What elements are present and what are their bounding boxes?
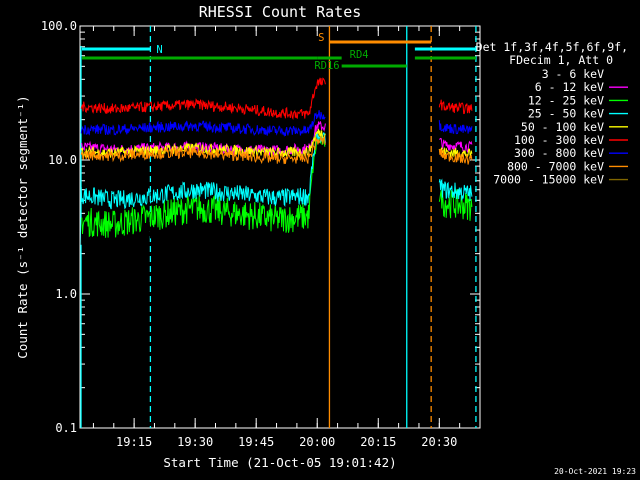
attenuator-annotations: N S RD4 RD16 xyxy=(82,32,476,72)
legend: Det 1f,3f,4f,5f,6f,9f, FDecim 1, Att 0 3… xyxy=(476,40,628,187)
series-lines xyxy=(80,76,473,249)
chart-title: RHESSI Count Rates xyxy=(199,3,362,21)
legend-entry-label: 800 - 7000 keV xyxy=(507,159,604,173)
legend-entry-label: 7000 - 15000 keV xyxy=(493,173,604,187)
series-line xyxy=(438,148,473,165)
x-tick-label: 20:30 xyxy=(421,435,457,449)
series-line xyxy=(80,130,326,210)
x-tick-label: 20:00 xyxy=(299,435,335,449)
x-tick-label: 19:45 xyxy=(238,435,274,449)
series-line xyxy=(438,188,473,221)
series-line xyxy=(80,135,326,238)
axis-ticks: 19:15 19:30 19:45 20:00 20:15 20:30 0.1 1.0 10.0… xyxy=(41,19,481,449)
legend-entry-label: 300 - 800 keV xyxy=(514,146,604,160)
annotation-label: N xyxy=(156,44,162,56)
series-line xyxy=(80,76,326,121)
legend-entry-label: 50 - 100 keV xyxy=(521,120,604,134)
plot-frame xyxy=(79,25,481,429)
footer-timestamp: 20-Oct-2021 19:23 xyxy=(554,467,636,476)
legend-header-line-2: FDecim 1, Att 0 xyxy=(509,53,613,67)
x-axis-label: Start Time (21-Oct-05 19:01:42) xyxy=(163,455,396,470)
legend-entry-label: 3 - 6 keV xyxy=(542,67,604,81)
x-tick-label: 19:15 xyxy=(116,435,152,449)
y-axis-label: Count Rate (s⁻¹ detector segment⁻¹) xyxy=(15,95,30,358)
series-line xyxy=(80,135,326,165)
series-line xyxy=(438,120,473,135)
y-tick-label: 10.0 xyxy=(48,153,77,167)
legend-entry-label: 12 - 25 keV xyxy=(528,93,604,107)
y-tick-label: 1.0 xyxy=(55,287,77,301)
annotation-label: S xyxy=(318,32,324,44)
series-line xyxy=(438,99,473,115)
legend-entry-label: 25 - 50 keV xyxy=(528,107,604,121)
y-tick-label: 0.1 xyxy=(55,421,77,435)
annotation-label: RD16 xyxy=(314,60,339,72)
annotation-label: RD4 xyxy=(350,49,369,61)
series-line xyxy=(80,128,326,159)
y-tick-label: 100.0 xyxy=(41,19,77,33)
x-tick-label: 20:15 xyxy=(360,435,396,449)
legend-entry-label: 100 - 300 keV xyxy=(514,133,604,147)
legend-header-line-1: Det 1f,3f,4f,5f,6f,9f, xyxy=(476,40,628,54)
legend-entry-label: 6 - 12 keV xyxy=(535,80,604,94)
series-line xyxy=(438,178,473,202)
x-tick-label: 19:30 xyxy=(177,435,213,449)
series-line xyxy=(80,110,326,137)
